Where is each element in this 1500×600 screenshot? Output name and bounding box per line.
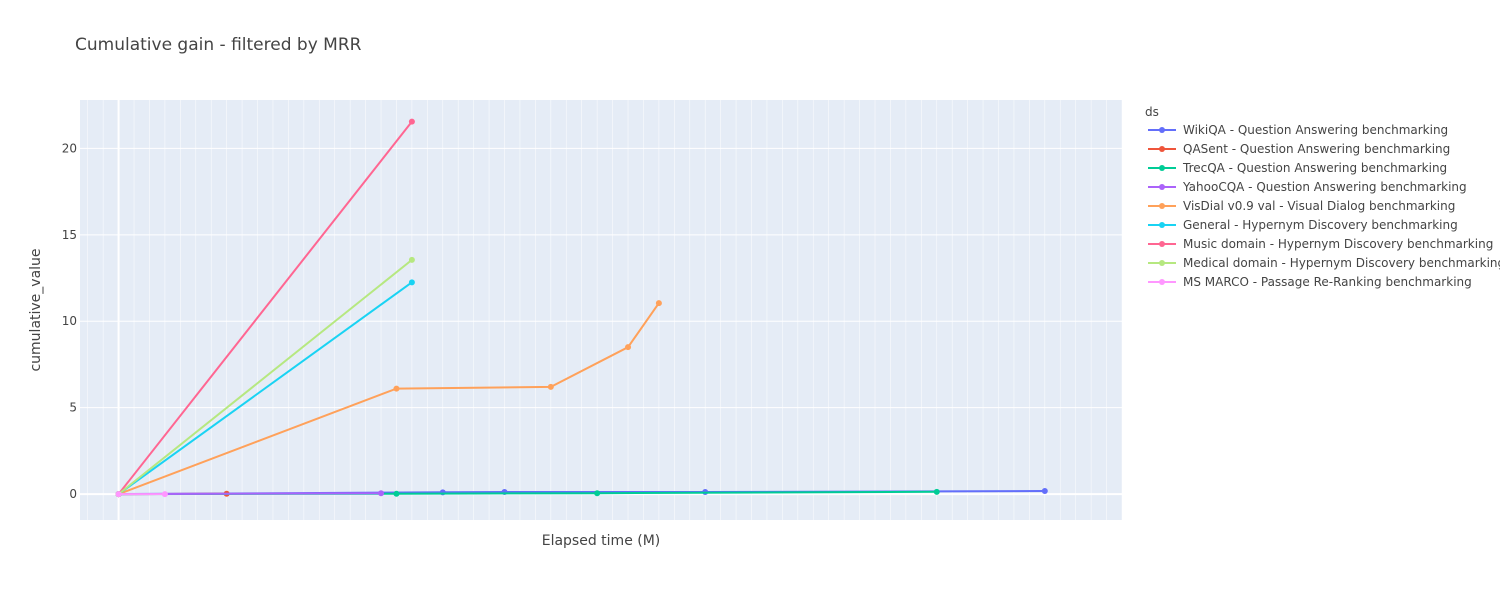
legend-item[interactable]: TrecQA - Question Answering benchmarking — [1148, 161, 1447, 175]
data-point — [408, 256, 415, 263]
legend-label: WikiQA - Question Answering benchmarking — [1183, 123, 1448, 137]
data-point — [625, 344, 632, 351]
legend-label: TrecQA - Question Answering benchmarking — [1182, 161, 1447, 175]
y-tick-label: 15 — [62, 228, 77, 242]
series-8 — [115, 491, 168, 498]
legend-swatch-marker — [1159, 241, 1165, 247]
series-4 — [115, 300, 662, 498]
legend-item[interactable]: YahooCQA - Question Answering benchmarki… — [1148, 180, 1467, 194]
data-point — [393, 490, 400, 497]
y-tick-label: 0 — [69, 487, 77, 501]
data-point — [161, 491, 168, 498]
legend-label: QASent - Question Answering benchmarking — [1183, 142, 1450, 156]
legend-item[interactable]: WikiQA - Question Answering benchmarking — [1148, 123, 1448, 137]
legend-swatch-marker — [1159, 184, 1165, 190]
x-axis-title: Elapsed time (M) — [542, 533, 661, 549]
legend-item[interactable]: Medical domain - Hypernym Discovery benc… — [1148, 256, 1500, 270]
series-layer — [115, 118, 1048, 498]
data-point — [1041, 487, 1048, 494]
legend-label: YahooCQA - Question Answering benchmarki… — [1182, 180, 1467, 194]
legend-label: Music domain - Hypernym Discovery benchm… — [1183, 237, 1493, 251]
y-tick-label: 5 — [69, 401, 77, 415]
legend-title: ds — [1145, 105, 1159, 119]
legend-item[interactable]: General - Hypernym Discovery benchmarkin… — [1148, 218, 1458, 232]
legend-swatch-marker — [1159, 146, 1165, 152]
data-point — [408, 118, 415, 125]
legend-label: Medical domain - Hypernym Discovery benc… — [1183, 256, 1500, 270]
legend: ds WikiQA - Question Answering benchmark… — [1145, 105, 1500, 289]
minor-grid — [87, 100, 1123, 520]
data-point — [378, 490, 385, 497]
series-line — [117, 259, 413, 495]
legend-label: General - Hypernym Discovery benchmarkin… — [1183, 218, 1458, 232]
legend-swatch-marker — [1159, 279, 1165, 285]
data-point — [933, 488, 940, 495]
data-point — [594, 490, 601, 497]
y-tick-label: 10 — [62, 314, 77, 328]
series-line — [117, 120, 413, 495]
legend-label: VisDial v0.9 val - Visual Dialog benchma… — [1183, 199, 1455, 213]
y-tick-label: 20 — [62, 141, 77, 155]
legend-swatch-marker — [1159, 165, 1165, 171]
data-point — [408, 279, 415, 286]
plot-area — [80, 100, 1122, 520]
y-axis-ticks: 0 5 10 15 20 — [62, 141, 77, 501]
legend-swatch-marker — [1159, 127, 1165, 133]
chart-title: Cumulative gain - filtered by MRR — [75, 35, 362, 55]
legend-item[interactable]: QASent - Question Answering benchmarking — [1148, 142, 1450, 156]
series-line — [118, 281, 413, 495]
data-point — [393, 385, 400, 392]
legend-swatch-marker — [1159, 260, 1165, 266]
legend-swatch-marker — [1159, 222, 1165, 228]
legend-item[interactable]: MS MARCO - Passage Re-Ranking benchmarki… — [1148, 275, 1472, 289]
data-point — [115, 491, 122, 498]
legend-item[interactable]: VisDial v0.9 val - Visual Dialog benchma… — [1148, 199, 1455, 213]
data-point — [655, 300, 662, 307]
legend-swatch-marker — [1159, 203, 1165, 209]
y-axis-title: cumulative_value — [28, 248, 44, 371]
legend-item[interactable]: Music domain - Hypernym Discovery benchm… — [1148, 237, 1493, 251]
legend-label: MS MARCO - Passage Re-Ranking benchmarki… — [1183, 275, 1472, 289]
data-point — [547, 383, 554, 390]
